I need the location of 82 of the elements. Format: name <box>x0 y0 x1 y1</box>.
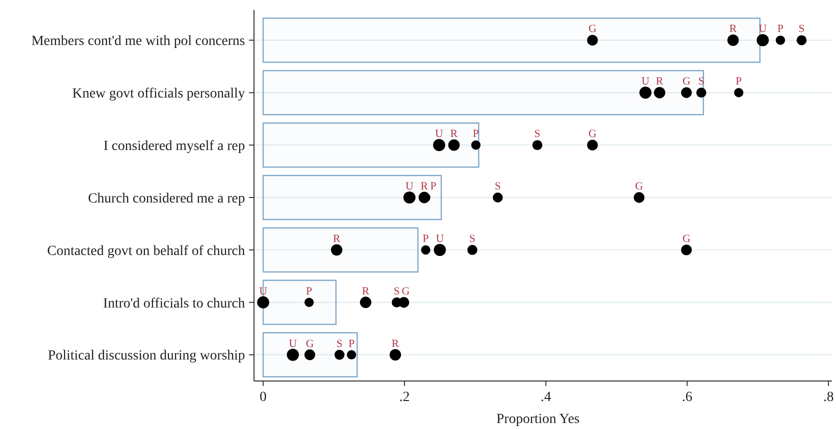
text: P <box>348 338 355 350</box>
text: S <box>394 285 400 298</box>
text: R <box>420 180 428 192</box>
y-tick-label: Church considered me a rep <box>88 191 245 206</box>
text: P <box>422 232 429 245</box>
point <box>334 350 344 360</box>
point <box>734 88 744 98</box>
text: G <box>635 180 644 192</box>
text: R <box>362 285 370 298</box>
text: U <box>288 338 297 350</box>
text: U <box>435 128 444 140</box>
point <box>434 244 446 256</box>
point <box>471 140 481 150</box>
bar <box>262 332 358 378</box>
bar <box>262 18 761 63</box>
point <box>304 349 316 360</box>
x-tick-label: .4 <box>540 390 552 405</box>
x-tick-label: .2 <box>399 390 410 405</box>
text: R <box>450 128 458 140</box>
text: P <box>306 285 312 298</box>
x-axis-title: Proportion Yes <box>496 412 580 427</box>
text: S <box>336 338 343 350</box>
text: G <box>682 232 690 245</box>
text: S <box>494 180 501 192</box>
point <box>390 349 402 360</box>
series-label: U <box>641 76 650 88</box>
bar <box>262 70 704 116</box>
text: P <box>777 23 784 36</box>
text: S <box>534 128 540 140</box>
text: G <box>682 76 690 88</box>
text: G <box>588 23 596 36</box>
point <box>696 88 706 98</box>
point <box>654 86 666 98</box>
text: R <box>392 338 399 350</box>
bar <box>262 122 480 168</box>
point <box>634 192 644 203</box>
text: P <box>472 128 479 140</box>
point <box>330 244 342 256</box>
text: G <box>306 338 314 350</box>
point <box>448 139 460 151</box>
y-tick-label: Members cont'd me with pol concerns <box>31 34 245 50</box>
y-tick-label: Intro'd officials to church <box>103 296 245 312</box>
x-tick-label: .8 <box>823 390 834 405</box>
x-tick-label: .6 <box>682 390 692 405</box>
y-tick-label: Political discussion during worship <box>48 348 245 364</box>
text: P <box>430 180 436 192</box>
point <box>681 244 692 256</box>
point <box>433 139 446 152</box>
y-tick-label: Knew govt officials personally <box>72 86 245 102</box>
text: R <box>656 76 664 88</box>
point <box>756 34 769 46</box>
y-tick-label: I considered myself a rep <box>104 138 245 154</box>
text: S <box>469 232 476 245</box>
point <box>776 36 786 45</box>
series-label: S <box>798 23 805 36</box>
bar <box>262 174 442 220</box>
point <box>304 298 314 307</box>
point <box>639 86 652 99</box>
series-label: P <box>736 76 742 88</box>
series-label: G <box>402 285 410 298</box>
text: U <box>436 232 444 245</box>
point <box>421 245 430 255</box>
point <box>360 296 372 308</box>
text: R <box>333 232 340 245</box>
point <box>727 34 739 46</box>
point <box>796 35 807 46</box>
text: U <box>405 180 414 192</box>
point <box>257 296 270 308</box>
x-tick-label: 0 <box>260 390 267 405</box>
point <box>403 191 416 204</box>
point <box>681 87 692 98</box>
series-label: R <box>729 23 738 36</box>
point <box>587 34 598 46</box>
text: G <box>588 128 596 140</box>
point <box>346 350 356 360</box>
point <box>286 348 299 361</box>
point <box>467 244 478 255</box>
point <box>492 192 503 202</box>
bar <box>262 227 419 273</box>
point <box>587 140 598 150</box>
point <box>532 140 542 150</box>
y-tick-label: Contacted govt on behalf of church <box>47 244 245 259</box>
